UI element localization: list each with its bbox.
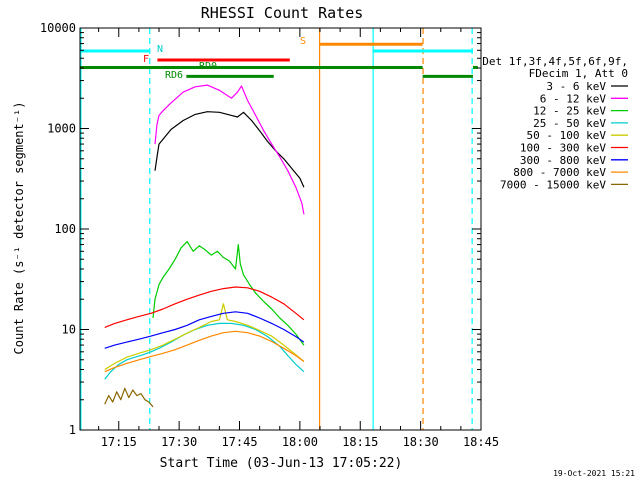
x-tick-label: 18:30 — [403, 435, 439, 449]
y-tick-label: 1 — [69, 423, 76, 437]
flag-label-rd0: RD0 — [199, 61, 217, 72]
x-tick-label: 18:15 — [342, 435, 378, 449]
legend-header-line: FDecim 1, Att 0 — [529, 67, 628, 80]
plot-frame — [79, 27, 482, 431]
series-line-800-7000-kev — [104, 330, 305, 373]
legend-header-line: Det 1f,3f,4f,5f,6f,9f, — [482, 55, 628, 68]
legend-entry-label: 100 - 300 keV — [520, 142, 606, 155]
x-tick-label: 17:30 — [161, 435, 197, 449]
y-tick-label: 100 — [54, 222, 76, 236]
series-line-50-100-kev — [104, 303, 305, 371]
x-tick-label: 18:45 — [463, 435, 499, 449]
x-tick-label: 18:00 — [282, 435, 318, 449]
x-tick-label: 17:45 — [221, 435, 257, 449]
legend-entry-label: 300 - 800 keV — [520, 154, 606, 167]
legend-entry-label: 50 - 100 keV — [527, 129, 607, 142]
series-line-6-12-kev — [154, 84, 305, 215]
y-tick-label: 10 — [62, 323, 76, 337]
footer-date: 19-Oct-2021 15:21 — [553, 469, 635, 478]
plot-area: N S F RD0 RD6 1 10 100 1000 10000 17:15 17:30 17:45 1… — [40, 21, 499, 449]
series-line-300-800-kev — [104, 311, 305, 349]
x-axis-label: Start Time (03-Jun-13 17:05:22) — [160, 456, 403, 471]
flag-label-rd6: RD6 — [165, 70, 183, 81]
flag-label-n: N — [157, 44, 163, 55]
legend-entry-label: 3 - 6 keV — [546, 80, 606, 93]
series-line-7000-15000-kev — [104, 387, 154, 408]
legend-entry-label: 25 - 50 keV — [533, 117, 606, 130]
legend-entry-label: 7000 - 15000 keV — [500, 178, 606, 191]
legend: Det 1f,3f,4f,5f,6f,9f,FDecim 1, Att 03 -… — [482, 55, 628, 191]
y-axis-label: Count Rate (s⁻¹ detector segment⁻¹) — [12, 102, 26, 355]
x-tick-label: 17:15 — [101, 435, 137, 449]
flag-label-f: F — [143, 54, 149, 65]
series-line-100-300-kev — [104, 286, 305, 328]
series-line-25-50-kev — [104, 322, 305, 380]
chart-title: RHESSI Count Rates — [201, 4, 364, 22]
y-tick-label: 10000 — [40, 21, 76, 35]
legend-entry-label: 800 - 7000 keV — [513, 166, 606, 179]
legend-entry-label: 6 - 12 keV — [540, 92, 607, 105]
y-tick-label: 1000 — [47, 122, 76, 136]
series-line-12-25-kev — [152, 241, 305, 346]
series-line-3-6-kev — [154, 111, 305, 188]
flag-label-s: S — [300, 36, 306, 47]
legend-entry-label: 12 - 25 keV — [533, 105, 606, 118]
